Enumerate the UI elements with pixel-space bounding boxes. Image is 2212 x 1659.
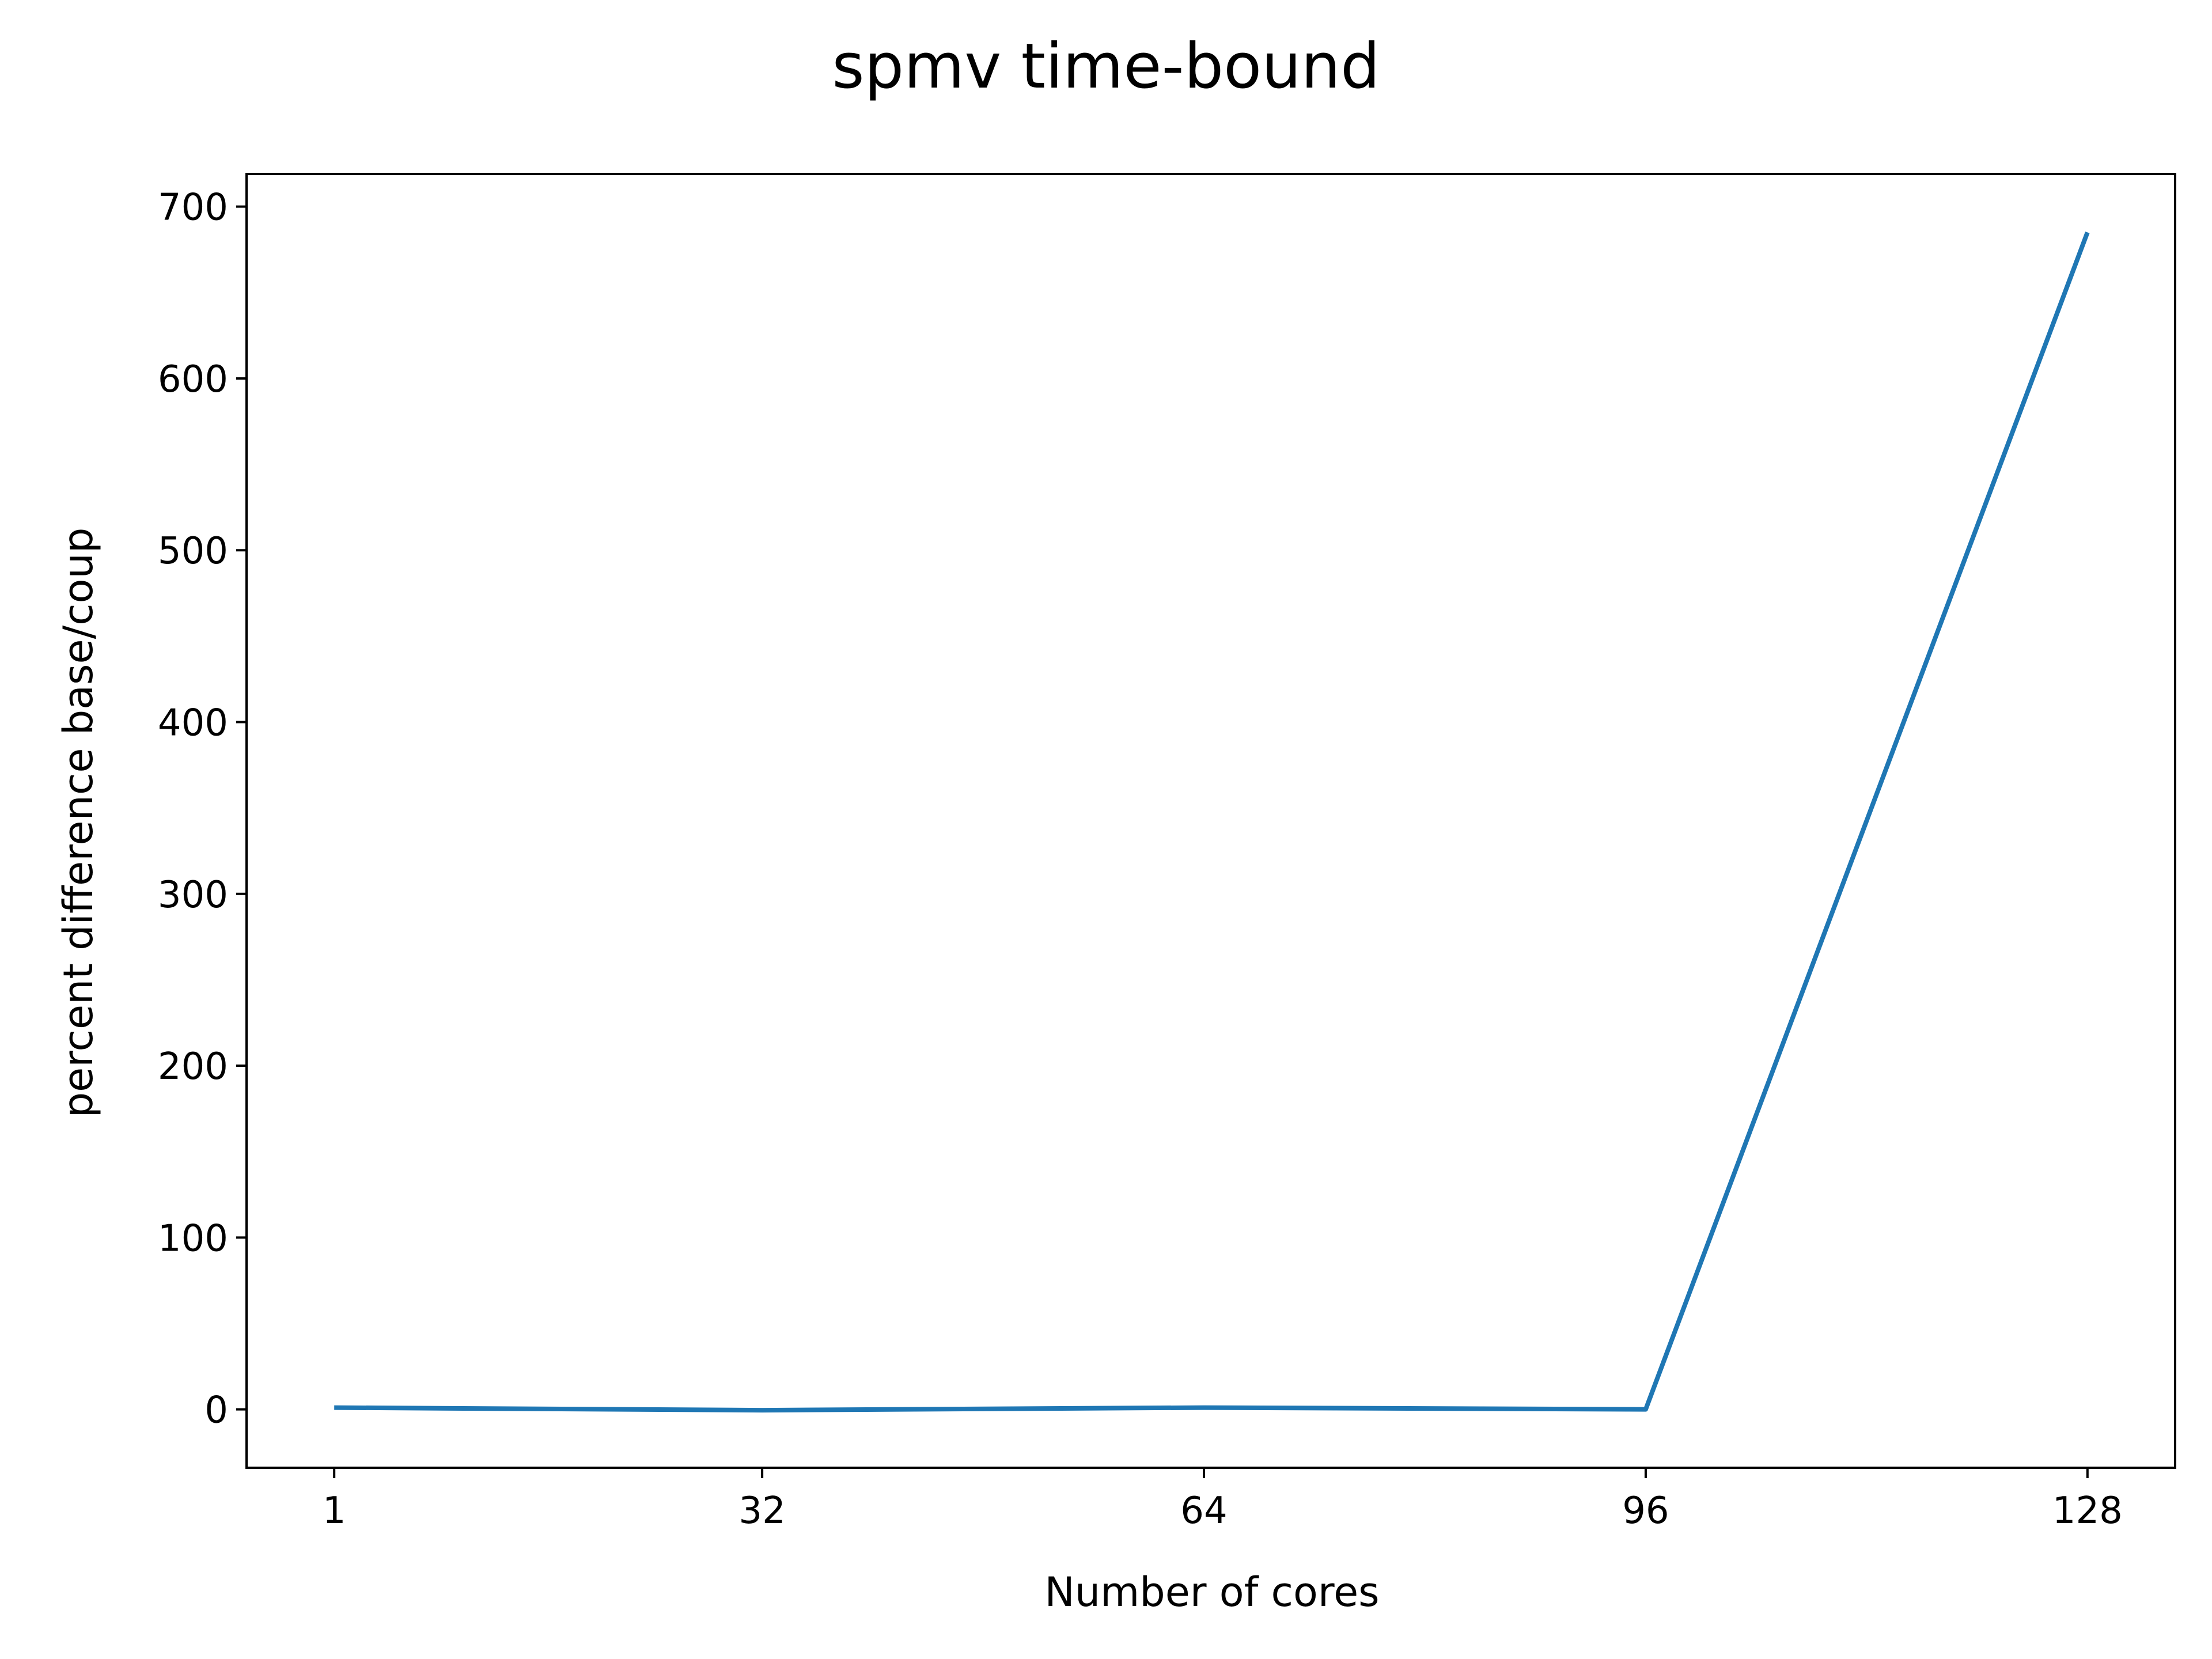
x-tick-label: 128 bbox=[2052, 1490, 2123, 1532]
y-tick-label: 0 bbox=[204, 1389, 228, 1432]
y-tick-label: 600 bbox=[158, 358, 228, 401]
x-tick-label: 1 bbox=[323, 1490, 346, 1532]
x-tick-label: 96 bbox=[1622, 1490, 1669, 1532]
y-tick-label: 500 bbox=[158, 530, 228, 573]
y-tick-label: 200 bbox=[158, 1046, 228, 1088]
x-axis-ticks: 1 32 64 96 128 bbox=[323, 1468, 2123, 1532]
plot-area bbox=[245, 173, 2176, 1469]
y-tick-label: 100 bbox=[158, 1217, 228, 1260]
y-tick-label: 400 bbox=[158, 702, 228, 744]
axes-frame bbox=[245, 173, 2176, 1469]
y-tick-label: 700 bbox=[158, 187, 228, 229]
y-axis-ticks: 0 100 200 300 400 500 600 700 bbox=[158, 187, 247, 1432]
y-tick-label: 300 bbox=[158, 874, 228, 916]
x-axis-label: Number of cores bbox=[1044, 1569, 1379, 1616]
x-tick-label: 64 bbox=[1180, 1490, 1227, 1532]
chart-title: spmv time-bound bbox=[832, 31, 1380, 103]
y-axis-label: percent difference base/coup bbox=[55, 528, 102, 1118]
series-line bbox=[334, 231, 2090, 1413]
x-tick-label: 32 bbox=[738, 1490, 785, 1532]
